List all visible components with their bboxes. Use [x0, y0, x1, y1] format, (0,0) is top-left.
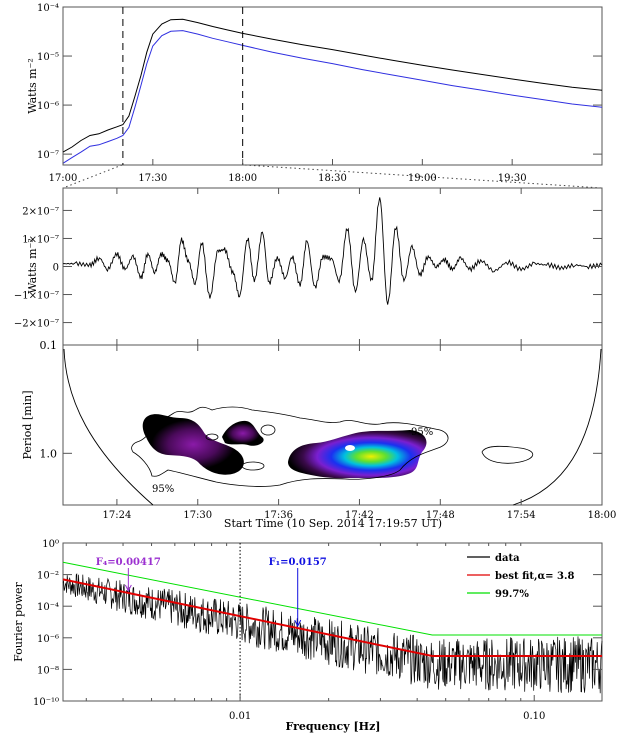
fourier-ylabel: Fourier power — [12, 581, 25, 661]
cone-of-influence — [63, 348, 602, 506]
confidence-997-line — [62, 561, 602, 636]
goes-xtick-label: 19:30 — [498, 173, 527, 184]
goes-ytick-label: 10⁻⁶ — [37, 101, 59, 112]
detrended-ylabel: Watts m⁻² — [26, 238, 39, 294]
fourier-ytick-label: 10⁻² — [37, 571, 59, 582]
detrended-ytick-label: −1×10⁻⁷ — [14, 291, 59, 302]
goes-ytick-label: 10⁻⁴ — [37, 3, 59, 14]
zoom-connector-left — [62, 164, 123, 189]
goes-xtick-label: 17:30 — [138, 173, 167, 184]
wavelet-blob-main — [288, 430, 427, 479]
wavelet-plot-frame — [62, 344, 603, 506]
goes-plot-frame — [62, 6, 603, 166]
goes-series-0 — [62, 18, 603, 153]
contour-small-3 — [260, 424, 276, 436]
frequency-annotation-label-0: F₄=0.00417 — [96, 557, 161, 568]
arrowhead-icon — [124, 584, 132, 593]
goes-ytick-label: 10⁻⁵ — [37, 52, 59, 63]
legend-label-0: data — [495, 553, 520, 564]
contour-95-isolated — [481, 445, 534, 464]
fourier-xtick-label: 0.10 — [523, 711, 545, 722]
contour-95-main — [131, 406, 449, 487]
wavelet-xtick-label: 17:54 — [507, 510, 536, 521]
contour-small-2 — [205, 433, 219, 441]
fourier-ytick-label: 10⁻⁴ — [37, 602, 59, 613]
wavelet-ytick-label: 1.0 — [40, 447, 58, 460]
goes-xtick-label: 18:00 — [228, 173, 257, 184]
wavelet-xtick-label: 17:36 — [264, 510, 293, 521]
detrended-ytick-label: 1×10⁻⁷ — [22, 234, 59, 245]
wavelet-blob-2 — [222, 420, 264, 446]
legend-label-2: 99.7% — [495, 589, 529, 600]
wavelet-xtick-label: 17:24 — [102, 510, 131, 521]
contour-small-1 — [241, 461, 265, 471]
detrended-panel: 2×10⁻⁷ 1×10⁻⁷ 0 −1×10⁻⁷ −2×10⁻⁷ Watts m⁻² — [14, 187, 603, 346]
fourier-ytick-label: 10⁰ — [42, 539, 59, 550]
contour-label-left: 95% — [152, 484, 174, 495]
goes-xtick-label: 17:00 — [49, 173, 78, 184]
goes-ytick-label: 10⁻⁷ — [37, 150, 59, 161]
goes-xtick-label: 18:30 — [318, 173, 347, 184]
fourier-ytick-label: 10⁻⁸ — [37, 665, 59, 676]
detrended-ytick-label: 0 — [53, 263, 59, 274]
wavelet-ylabel: Period [min] — [21, 391, 34, 460]
goes-xtick-label: 19:00 — [408, 173, 437, 184]
wavelet-ytick-label: 0.1 — [40, 339, 58, 352]
wavelet-xtick-label: 17:48 — [426, 510, 455, 521]
goes-ylabel: Watts m⁻² — [26, 58, 39, 114]
detrended-series — [62, 197, 603, 305]
detrended-ytick-label: 2×10⁻⁷ — [22, 206, 59, 217]
fourier-panel: 10⁰ 10⁻² 10⁻⁴ 10⁻⁶ 10⁻⁸ 10⁻¹⁰ 0.01 0.10 F₄=0.0… — [12, 539, 603, 733]
wavelet-blob-1 — [142, 414, 244, 475]
fourier-data-series — [62, 573, 603, 694]
best-fit-line — [62, 578, 602, 657]
fourier-xtick-label: 0.01 — [229, 711, 251, 722]
goes-series-1 — [62, 30, 603, 164]
fourier-plot-frame — [62, 542, 603, 702]
fourier-xlabel: Frequency [Hz] — [285, 720, 380, 733]
wavelet-xtick-label: 17:30 — [183, 510, 212, 521]
wavelet-panel: 95% 95% 0.1 1.0 17:24 17:30 17:36 17:42 17:48… — [21, 339, 616, 530]
wavelet-power-map — [142, 414, 427, 479]
coi-left — [63, 348, 154, 506]
fourier-ytick-label: 10⁻⁶ — [37, 634, 59, 645]
fourier-ytick-label: 10⁻¹⁰ — [33, 697, 59, 708]
wavelet-hole — [345, 445, 355, 451]
detrended-ytick-label: −2×10⁻⁷ — [14, 319, 59, 330]
goes-lightcurve-panel: 10⁻⁷ 10⁻⁶ 10⁻⁵ 10⁻⁴ 17:00 17:30 18:00 18:30 19:… — [26, 3, 603, 184]
wavelet-xlabel: Start Time (10 Sep. 2014 17:19:57 UT) — [224, 517, 442, 530]
zoom-connector-lines — [62, 164, 603, 189]
contour-label-right: 95% — [411, 427, 433, 438]
wavelet-xtick-label: 17:42 — [345, 510, 374, 521]
zoom-connector-right — [244, 164, 603, 189]
legend-label-1: best fit,α= 3.8 — [495, 571, 574, 582]
wavelet-xtick-label: 18:00 — [588, 510, 617, 521]
frequency-annotation-label-1: F₁=0.0157 — [269, 557, 327, 568]
coi-right — [512, 348, 602, 506]
arrowhead-icon — [294, 619, 302, 628]
wavelet-contours — [131, 406, 534, 487]
